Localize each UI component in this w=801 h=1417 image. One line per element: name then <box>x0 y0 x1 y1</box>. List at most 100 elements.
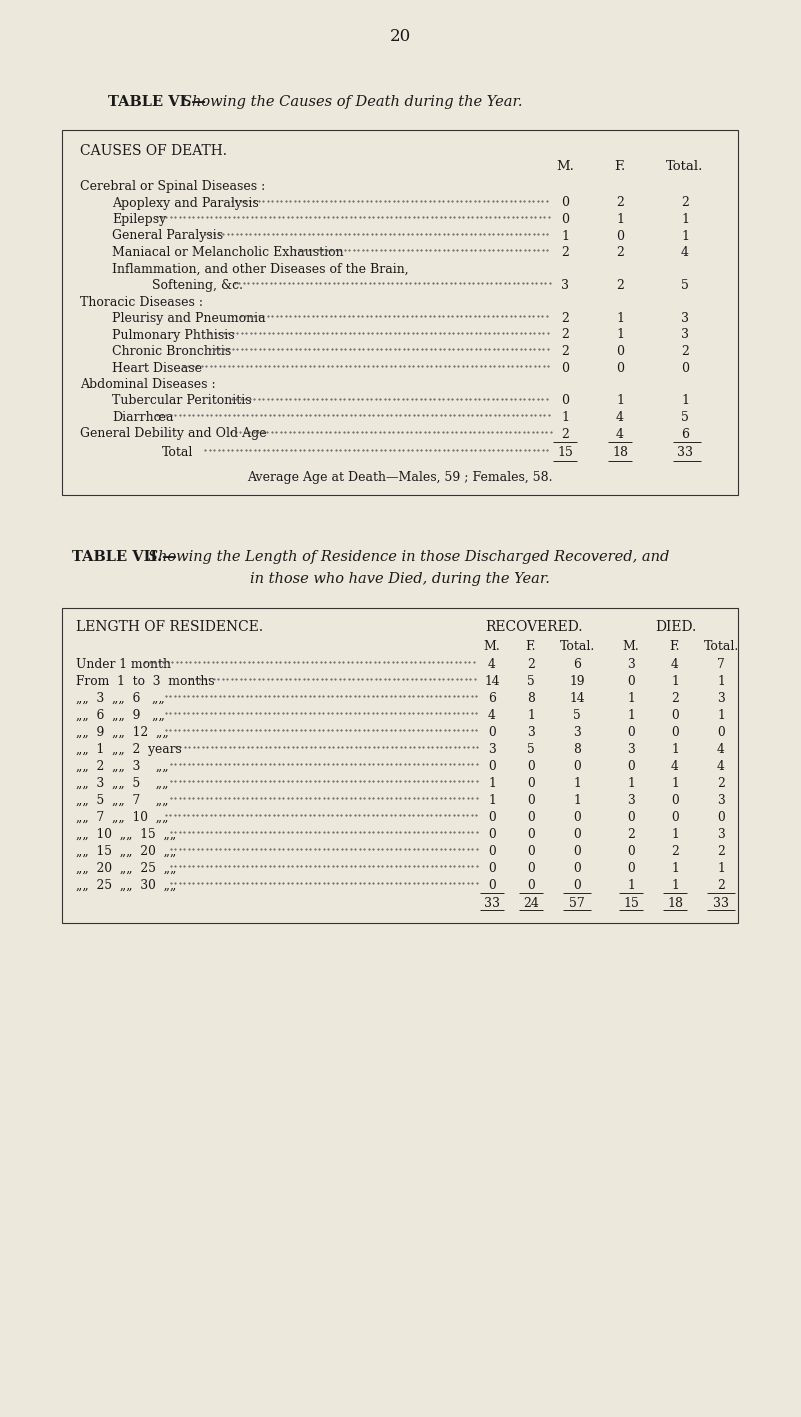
Text: 1: 1 <box>616 312 624 324</box>
Text: 2: 2 <box>561 344 569 359</box>
Text: 33: 33 <box>713 897 729 910</box>
Text: 14: 14 <box>570 691 585 706</box>
Text: 3: 3 <box>681 329 689 341</box>
Text: 0: 0 <box>616 361 624 374</box>
Text: in those who have Died, during the Year.: in those who have Died, during the Year. <box>250 572 550 587</box>
Text: 0: 0 <box>616 344 624 359</box>
Text: 0: 0 <box>561 213 569 225</box>
Text: 2: 2 <box>616 247 624 259</box>
Text: „„  10  „„  15  „„: „„ 10 „„ 15 „„ <box>76 828 176 842</box>
Text: 0: 0 <box>488 879 496 891</box>
Text: 4: 4 <box>671 657 679 672</box>
Text: „„  20  „„  25  „„: „„ 20 „„ 25 „„ <box>76 862 176 876</box>
Text: General Debility and Old Age: General Debility and Old Age <box>80 428 267 441</box>
Text: 2: 2 <box>561 312 569 324</box>
Text: 1: 1 <box>717 862 725 876</box>
Text: 18: 18 <box>667 897 683 910</box>
Text: 14: 14 <box>484 674 500 689</box>
Text: 1: 1 <box>627 691 635 706</box>
Text: 1: 1 <box>574 777 581 791</box>
Text: Total.: Total. <box>559 640 594 653</box>
Text: 7: 7 <box>717 657 725 672</box>
Text: 0: 0 <box>616 230 624 242</box>
Text: 2: 2 <box>717 845 725 859</box>
Text: 1: 1 <box>681 213 689 225</box>
Text: 0: 0 <box>561 197 569 210</box>
Text: Softening, &c.: Softening, &c. <box>152 279 243 292</box>
Text: 1: 1 <box>574 794 581 808</box>
Text: 15: 15 <box>557 446 573 459</box>
Text: Total.: Total. <box>703 640 739 653</box>
Text: 2: 2 <box>627 828 635 842</box>
Text: TABLE VII.—: TABLE VII.— <box>72 550 177 564</box>
Text: 3: 3 <box>488 743 496 757</box>
Text: 0: 0 <box>561 361 569 374</box>
Text: 1: 1 <box>627 879 635 891</box>
Text: 2: 2 <box>717 879 725 891</box>
Text: Abdominal Diseases :: Abdominal Diseases : <box>80 378 215 391</box>
Text: 0: 0 <box>717 726 725 740</box>
Text: 3: 3 <box>717 828 725 842</box>
Text: 0: 0 <box>627 760 635 774</box>
Text: 3: 3 <box>561 279 569 292</box>
Text: Total: Total <box>162 446 193 459</box>
Text: 2: 2 <box>561 247 569 259</box>
Text: 0: 0 <box>671 794 679 808</box>
Text: Maniacal or Melancholic Exhaustion: Maniacal or Melancholic Exhaustion <box>112 247 344 259</box>
Text: 4: 4 <box>488 657 496 672</box>
Text: 24: 24 <box>523 897 539 910</box>
Text: 2: 2 <box>561 428 569 441</box>
Text: 1: 1 <box>616 213 624 225</box>
Bar <box>62 130 738 495</box>
Text: 0: 0 <box>627 845 635 859</box>
Text: Total.: Total. <box>666 160 704 173</box>
Text: Showing the Length of Residence in those Discharged Recovered, and: Showing the Length of Residence in those… <box>148 550 670 564</box>
Text: DIED.: DIED. <box>655 621 697 633</box>
Text: 0: 0 <box>527 828 535 842</box>
Text: 1: 1 <box>681 230 689 242</box>
Text: 1: 1 <box>681 394 689 408</box>
Text: 0: 0 <box>627 811 635 825</box>
Text: 2: 2 <box>717 777 725 791</box>
Text: 18: 18 <box>612 446 628 459</box>
Text: Showing the Causes of Death during the Year.: Showing the Causes of Death during the Y… <box>182 95 522 109</box>
Text: 3: 3 <box>717 794 725 808</box>
Text: Heart Disease: Heart Disease <box>112 361 202 374</box>
Text: 4: 4 <box>616 411 624 424</box>
Text: From  1  to  3  months: From 1 to 3 months <box>76 674 215 689</box>
Text: 4: 4 <box>616 428 624 441</box>
Text: 0: 0 <box>574 879 581 891</box>
Text: „„  2  „„  3    „„: „„ 2 „„ 3 „„ <box>76 760 169 774</box>
Text: „„  7  „„  10  „„: „„ 7 „„ 10 „„ <box>76 811 168 825</box>
Text: 0: 0 <box>671 726 679 740</box>
Text: RECOVERED.: RECOVERED. <box>485 621 583 633</box>
Text: 1: 1 <box>527 708 535 723</box>
Text: 0: 0 <box>527 862 535 876</box>
Text: 5: 5 <box>527 674 535 689</box>
Text: 5: 5 <box>574 708 581 723</box>
Text: 6: 6 <box>573 657 581 672</box>
Text: F.: F. <box>614 160 626 173</box>
Text: 0: 0 <box>527 777 535 791</box>
Text: Under 1 month: Under 1 month <box>76 657 171 672</box>
Text: F.: F. <box>670 640 680 653</box>
Text: 0: 0 <box>574 862 581 876</box>
Text: 3: 3 <box>627 794 635 808</box>
Text: 4: 4 <box>717 760 725 774</box>
Text: 2: 2 <box>671 845 679 859</box>
Text: 3: 3 <box>627 743 635 757</box>
Text: 1: 1 <box>627 708 635 723</box>
Text: 0: 0 <box>574 760 581 774</box>
Text: Epilepsy: Epilepsy <box>112 213 167 225</box>
Text: Chronic Bronchitis: Chronic Bronchitis <box>112 344 231 359</box>
Text: 15: 15 <box>623 897 639 910</box>
Text: 2: 2 <box>671 691 679 706</box>
Text: 0: 0 <box>717 811 725 825</box>
Text: Pleurisy and Pneumonia: Pleurisy and Pneumonia <box>112 312 266 324</box>
Text: 0: 0 <box>671 811 679 825</box>
Text: 1: 1 <box>671 879 679 891</box>
Text: 1: 1 <box>671 777 679 791</box>
Text: 3: 3 <box>627 657 635 672</box>
Text: 0: 0 <box>561 394 569 408</box>
Text: 19: 19 <box>570 674 585 689</box>
